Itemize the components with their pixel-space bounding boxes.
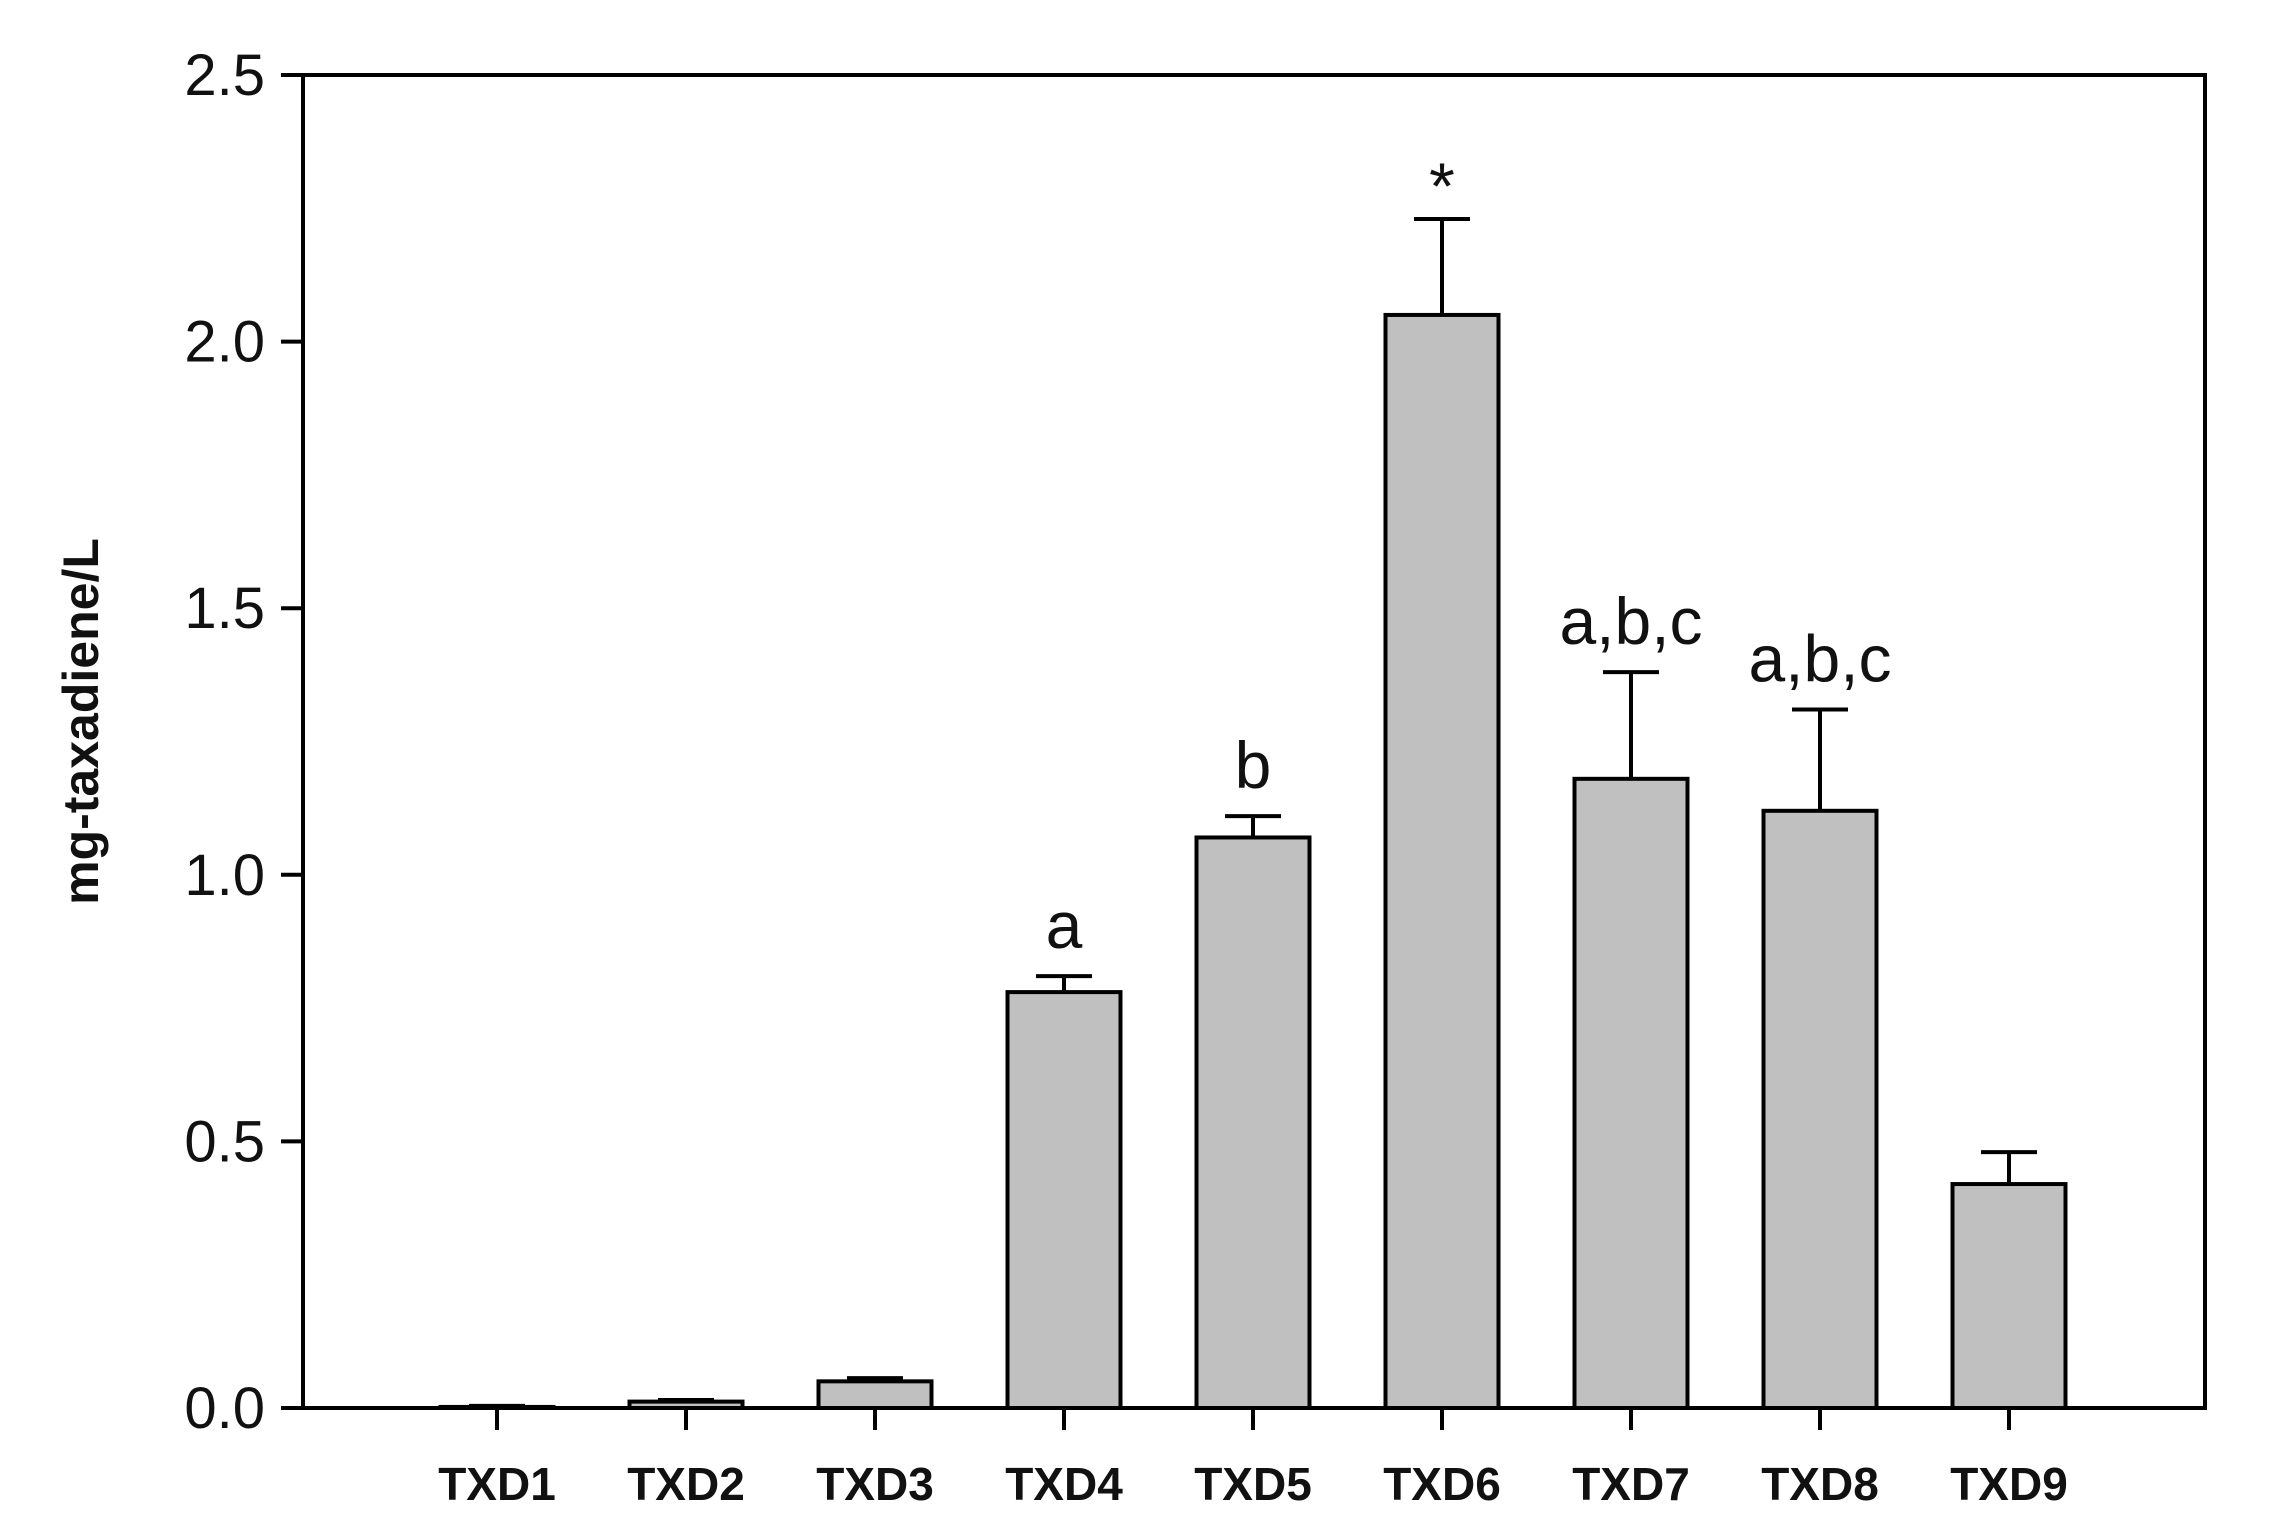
y-tick-label: 1.5	[184, 576, 265, 641]
y-tick-label: 2.5	[184, 43, 265, 108]
annotation-txd4: a	[1046, 888, 1083, 962]
annotation-txd6: *	[1429, 149, 1455, 223]
annotation-txd8: a,b,c	[1748, 622, 1891, 696]
bar-txd9	[1950, 1182, 2068, 1411]
x-tick-label-txd6: TXD6	[1383, 1458, 1501, 1510]
x-tick-label-txd1: TXD1	[438, 1458, 556, 1510]
x-tick-label-txd8: TXD8	[1761, 1458, 1879, 1510]
error-bars-layer	[469, 216, 2037, 1408]
bar-txd6	[1383, 312, 1501, 1411]
x-axis: TXD1 TXD2 TXD3 TXD4 TXD5 TXD6 TXD7 TXD8 TXD9	[438, 1408, 2068, 1510]
y-tick-label: 2.0	[184, 310, 265, 375]
bar-txd5	[1194, 835, 1312, 1410]
annotations-layer: a b * a,b,c a,b,c	[1046, 149, 1892, 962]
x-tick-label-txd5: TXD5	[1194, 1458, 1312, 1510]
bar-txd4	[1005, 990, 1123, 1410]
y-tick-label: 0.0	[184, 1376, 265, 1441]
x-tick-label-txd2: TXD2	[627, 1458, 745, 1510]
annotation-txd7: a,b,c	[1559, 584, 1702, 658]
bar-txd7	[1572, 776, 1690, 1410]
x-tick-label-txd9: TXD9	[1950, 1458, 2068, 1510]
x-tick-label-txd7: TXD7	[1572, 1458, 1690, 1510]
y-tick-label: 1.0	[184, 843, 265, 908]
y-axis: 0.0 0.5 1.0 1.5 2.0 2.5	[184, 43, 303, 1441]
x-tick-label-txd3: TXD3	[816, 1458, 934, 1510]
y-tick-label: 0.5	[184, 1109, 265, 1174]
bars-layer	[438, 312, 2068, 1411]
bar-txd3	[816, 1379, 934, 1410]
x-tick-label-txd4: TXD4	[1005, 1458, 1123, 1510]
annotation-txd5: b	[1235, 728, 1272, 802]
bar-txd8	[1761, 808, 1879, 1410]
y-axis-title: mg-taxadiene/L	[53, 538, 109, 905]
